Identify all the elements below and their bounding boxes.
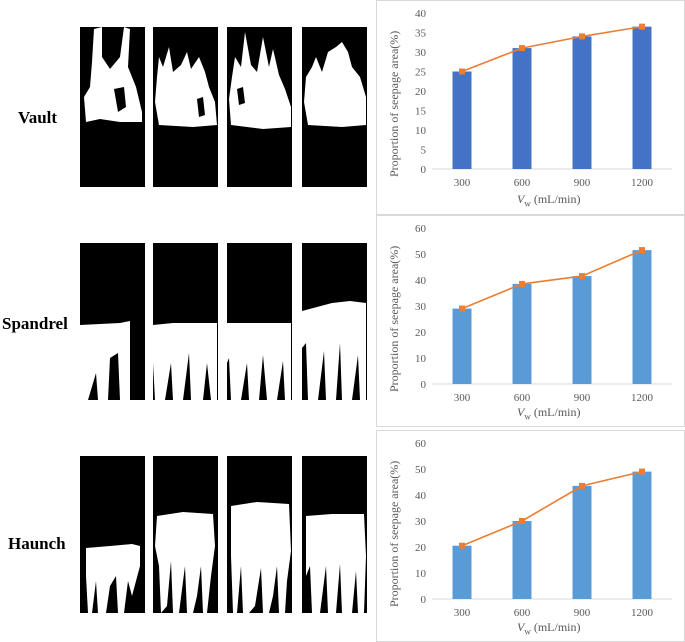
vault-chart-xlabel: Vw (mL/min) [517,192,581,209]
vault-bar-300 [452,71,472,169]
row-label-vault: Vault [18,108,58,127]
haunch-seepage-image-600 [153,456,218,613]
haunch-seepage-image-1200 [302,456,367,613]
spandrel-trend-marker-600 [519,280,525,287]
vault-chart-ylabel: Proportion of seepage area(%) [387,30,401,177]
spandrel-trend-marker-1200 [639,247,645,254]
haunch-trend-line [461,470,643,547]
haunch-ytick: 60 [415,438,427,450]
vault-xtick-600: 600 [514,177,531,189]
vault-ytick: 25 [415,67,427,79]
spandrel-ytick: 50 [415,249,427,261]
spandrel-bar-900 [572,276,592,384]
spandrel-chart-xlabel: Vw (mL/min) [517,405,581,422]
vault-chart: 0 5 10 15 20 25 30 35 40 300 600 900 1200 Proportion… [376,0,685,215]
spandrel-bar-1200 [632,250,652,384]
spandrel-ytick: 20 [415,327,427,339]
vault-xtick-900: 900 [574,177,591,189]
vault-ytick: 20 [415,86,427,98]
row-label-haunch: Haunch [8,534,66,553]
haunch-ytick: 50 [415,464,427,476]
vault-xtick-300: 300 [454,177,471,189]
spandrel-ytick: 40 [415,275,427,287]
vault-trend-line [461,25,643,73]
haunch-chart: 0 10 20 30 40 50 60 300 600 900 1200 Proportion of… [376,430,685,642]
vault-seepage-image-1200 [302,27,367,187]
spandrel-seepage-image-600 [153,243,218,400]
spandrel-chart-ylabel: Proportion of seepage area(%) [387,245,401,392]
vault-ytick: 30 [415,47,427,59]
vault-ytick: 5 [421,145,427,157]
vault-bar-1200 [632,26,652,170]
haunch-ytick: 20 [415,542,427,554]
haunch-xtick-900: 900 [574,607,591,619]
haunch-trend-marker-1200 [639,468,645,475]
vault-ytick: 15 [415,106,427,118]
vault-bar-600 [512,48,532,169]
spandrel-chart-plot: 0 10 20 30 40 50 60 300 600 900 1200 [415,223,672,404]
haunch-bar-600 [512,521,532,599]
vault-trend-marker-900 [579,33,585,40]
vault-ytick: 35 [415,28,427,40]
row-label-spandrel: Spandrel [2,314,68,333]
haunch-ytick: 10 [415,568,427,580]
spandrel-ytick: 60 [415,223,427,235]
spandrel-ytick: 30 [415,301,427,313]
spandrel-seepage-image-900 [227,243,292,400]
spandrel-bar-300 [452,308,472,384]
spandrel-xtick-300: 300 [454,392,471,404]
haunch-chart-plot: 0 10 20 30 40 50 60 300 600 900 1200 [415,438,672,619]
haunch-chart-xlabel: Vw (mL/min) [517,620,581,637]
spandrel-trend-marker-900 [579,273,585,280]
haunch-trend-marker-900 [579,482,585,489]
spandrel-trend-marker-300 [459,305,465,312]
haunch-ytick: 40 [415,490,427,502]
haunch-xtick-600: 600 [514,607,531,619]
spandrel-ytick: 10 [415,353,427,365]
spandrel-seepage-image-1200 [302,243,367,400]
vault-seepage-image-300 [80,27,145,187]
vault-ytick: 10 [415,125,427,137]
vault-ytick: 0 [421,164,427,176]
haunch-ytick: 30 [415,516,427,528]
vault-seepage-image-600 [153,27,218,187]
vault-trend-marker-300 [459,68,465,75]
spandrel-chart: 0 10 20 30 40 50 60 300 600 900 1200 Proportion of… [376,215,685,427]
haunch-seepage-image-300 [80,456,145,613]
vault-chart-plot: 0 5 10 15 20 25 30 35 40 300 600 900 1200 [415,8,672,189]
vault-ytick: 40 [415,8,427,20]
haunch-bar-300 [452,545,472,599]
vault-trend-marker-1200 [639,23,645,30]
haunch-ytick: 0 [421,594,427,606]
haunch-trend-marker-600 [519,518,525,524]
haunch-bar-900 [572,485,592,599]
haunch-seepage-image-900 [227,456,292,613]
spandrel-xtick-900: 900 [574,392,591,404]
spandrel-trend-line [461,249,643,310]
vault-seepage-image-900 [227,27,292,187]
spandrel-seepage-image-300 [80,243,145,400]
haunch-xtick-1200: 1200 [631,607,654,619]
spandrel-bar-600 [512,283,532,384]
haunch-xtick-300: 300 [454,607,471,619]
haunch-trend-marker-300 [459,542,465,549]
spandrel-xtick-600: 600 [514,392,531,404]
vault-xtick-1200: 1200 [631,177,654,189]
vault-trend-marker-600 [519,45,525,52]
haunch-bar-1200 [632,471,652,599]
vault-bar-900 [572,36,592,170]
haunch-chart-ylabel: Proportion of seepage area(%) [387,460,401,607]
spandrel-ytick: 0 [421,379,427,391]
spandrel-xtick-1200: 1200 [631,392,654,404]
